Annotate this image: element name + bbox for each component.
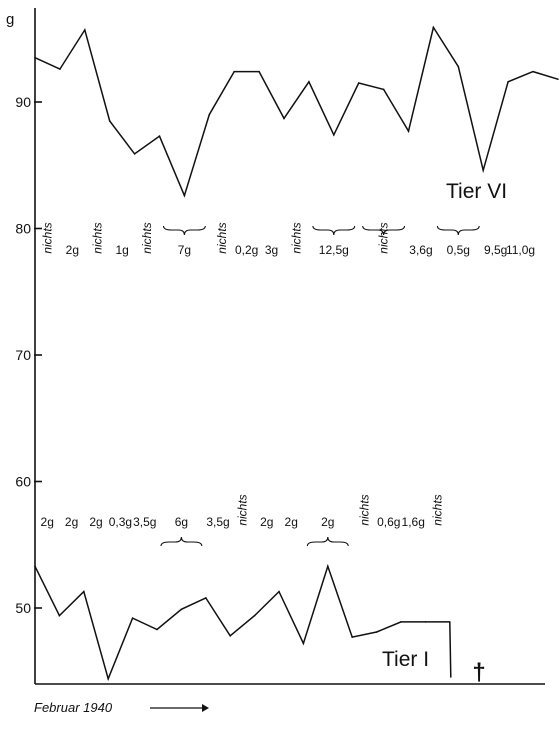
data-point — [424, 621, 427, 623]
feed-label: 6g — [175, 515, 188, 529]
series-end-drop — [449, 621, 452, 678]
data-point — [327, 565, 329, 568]
data-point — [375, 631, 378, 633]
data-point — [84, 29, 86, 31]
feed-label: 1g — [115, 243, 128, 257]
data-point — [233, 70, 235, 73]
feed-label: 3g — [265, 243, 278, 257]
data-point — [283, 117, 285, 120]
data-point — [308, 80, 310, 83]
y-tick-label: 70 — [15, 347, 31, 363]
data-point — [107, 678, 109, 680]
data-point — [253, 614, 256, 617]
data-point — [229, 635, 231, 637]
x-axis-arrow — [150, 704, 209, 712]
feed-label: 1,6g — [402, 515, 425, 529]
feed-label: 2g — [66, 243, 79, 257]
data-point — [532, 70, 534, 73]
data-point — [131, 617, 134, 619]
feed-label: 2g — [89, 515, 102, 529]
feed-label: 0,3g — [109, 515, 132, 529]
feed-label: 3,6g — [409, 243, 432, 257]
feed-label: nichts — [289, 222, 303, 253]
data-point — [180, 608, 183, 611]
data-point — [507, 80, 509, 83]
data-point — [557, 78, 559, 81]
feed-label: 9,5g — [484, 243, 507, 257]
feed-label: nichts — [140, 222, 154, 253]
data-point — [158, 135, 161, 137]
y-tick-label: 60 — [15, 474, 31, 490]
data-point — [83, 590, 85, 593]
y-tick-label: 90 — [15, 94, 31, 110]
feed-label: 3,5g — [133, 515, 156, 529]
series-line-tier-i — [34, 563, 450, 682]
data-point — [205, 597, 207, 599]
series-layer — [34, 25, 559, 682]
data-point — [59, 68, 61, 70]
data-point — [183, 194, 186, 197]
data-point — [156, 628, 158, 631]
x-axis-label: Februar 1940 — [34, 700, 113, 715]
data-point — [482, 169, 485, 172]
feed-label: 12,5g — [319, 243, 349, 257]
data-point — [302, 642, 305, 645]
data-point — [108, 120, 111, 122]
feed-label: 7g — [178, 243, 191, 257]
data-point — [133, 153, 136, 155]
y-tick-label: 50 — [15, 600, 31, 616]
y-unit-label: g — [6, 11, 14, 28]
feed-label: 0,6g — [377, 515, 400, 529]
feed-label: 2g — [65, 515, 78, 529]
feed-label: nichts — [40, 222, 54, 253]
feed-label: nichts — [377, 222, 391, 253]
data-point — [333, 134, 335, 136]
death-marker: † — [472, 659, 485, 686]
feed-span-brace — [436, 225, 480, 236]
data-point — [382, 88, 385, 91]
feed-label: nichts — [90, 222, 104, 253]
feed-label: 3,5g — [206, 515, 229, 529]
feed-span-brace — [160, 536, 203, 547]
feed-label: 2g — [260, 515, 273, 529]
feed-label: 2g — [41, 515, 54, 529]
data-point — [351, 636, 354, 638]
feed-label: 11,0g — [506, 243, 535, 257]
series-name-tier-i: Tier I — [382, 648, 429, 671]
data-point — [407, 130, 410, 132]
data-point — [34, 565, 36, 568]
data-point — [357, 82, 360, 84]
feed-span-brace — [306, 536, 349, 547]
data-point — [34, 56, 36, 59]
feed-label: nichts — [357, 494, 371, 525]
feed-label: 0,2g — [235, 243, 258, 257]
feed-label: 2g — [321, 515, 334, 529]
y-tick-label: 80 — [15, 221, 31, 237]
feed-label: nichts — [215, 222, 229, 253]
data-point — [400, 621, 402, 623]
feed-label: nichts — [431, 494, 445, 525]
feed-span-brace — [312, 225, 356, 236]
series-name-tier-vi: Tier VI — [446, 180, 507, 203]
feed-span-brace — [162, 225, 206, 236]
feed-span-brace — [362, 225, 406, 236]
series-line-tier-vi — [34, 25, 559, 198]
feed-label: nichts — [235, 494, 249, 525]
y-ticks: 50 60 70 80 90 — [15, 94, 42, 616]
feed-label: 0,5g — [447, 243, 470, 257]
data-point — [58, 614, 61, 617]
feed-labels: nichts 2g nichts 1g nichts 7g nichts 0,2g 3g nich… — [40, 222, 535, 547]
data-point — [457, 65, 460, 68]
data-point — [432, 26, 435, 29]
feed-label: 2g — [285, 515, 298, 529]
data-point — [258, 70, 260, 73]
data-point — [278, 590, 280, 593]
data-point — [208, 113, 211, 116]
